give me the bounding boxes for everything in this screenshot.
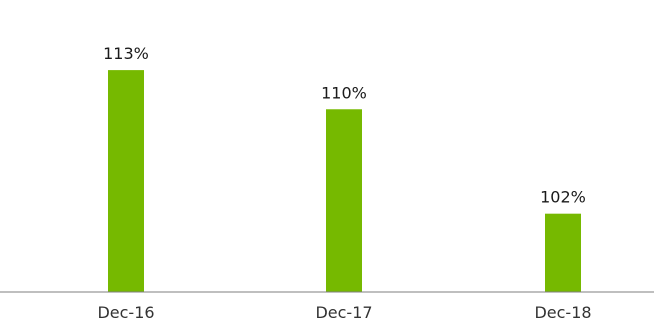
data-label-dec-18: 102% (540, 188, 586, 207)
bar-dec-18 (545, 213, 581, 292)
x-tick-label-dec-16: Dec-16 (97, 303, 154, 322)
x-tick-label-dec-18: Dec-18 (534, 303, 591, 322)
x-tick-labels-group: Dec-16 Dec-17 Dec-18 (97, 303, 591, 322)
bar-dec-17 (326, 109, 362, 293)
data-label-dec-17: 110% (321, 83, 367, 102)
data-labels-group: 113% 110% 102% (103, 44, 586, 207)
bar-dec-16 (108, 70, 144, 293)
data-label-dec-16: 113% (103, 44, 149, 63)
x-tick-label-dec-17: Dec-17 (315, 303, 372, 322)
bars-group (108, 70, 581, 293)
